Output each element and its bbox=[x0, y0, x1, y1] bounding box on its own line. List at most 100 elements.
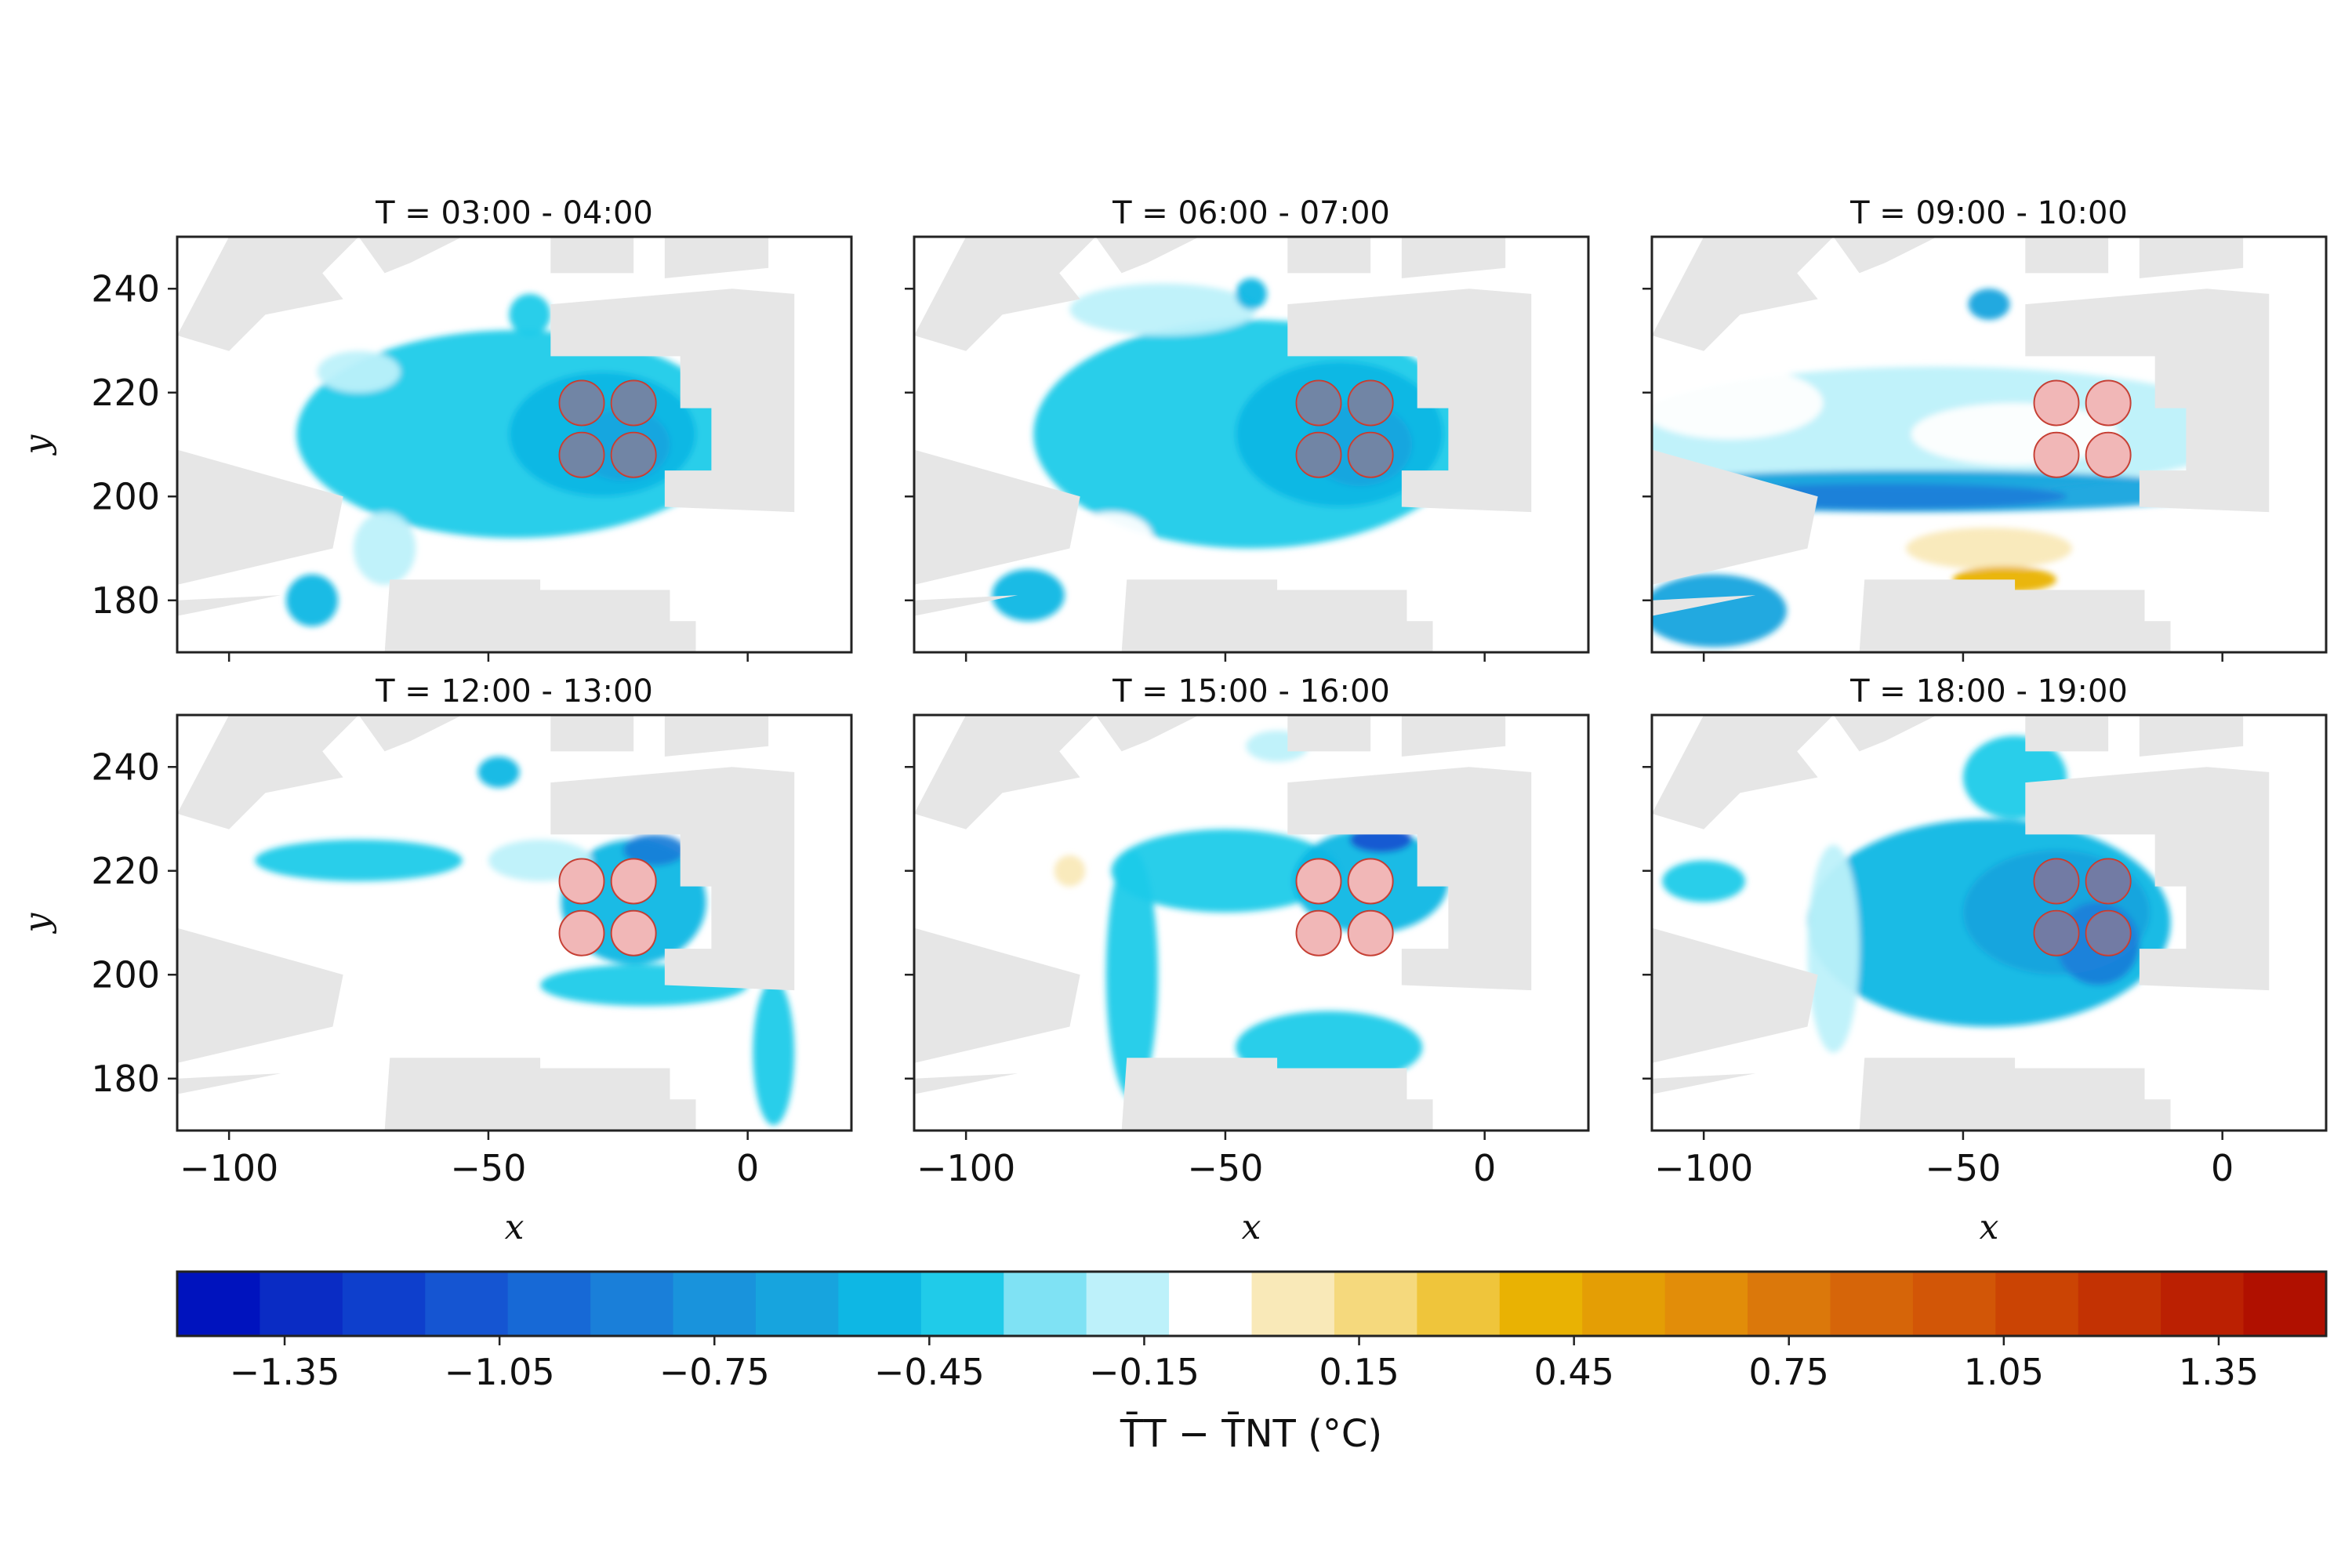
tree-overlay bbox=[1296, 380, 1341, 426]
building bbox=[1287, 237, 1371, 274]
building bbox=[358, 715, 463, 752]
colorbar-tick-label: 0.15 bbox=[1319, 1351, 1399, 1393]
field-contour bbox=[1111, 829, 1340, 913]
panel-title: T = 15:00 - 16:00 bbox=[1112, 673, 1390, 710]
building bbox=[1652, 1073, 1756, 1094]
tree-overlay bbox=[611, 858, 656, 904]
colorbar-segment bbox=[920, 1272, 1005, 1336]
field-contour bbox=[1652, 574, 1787, 648]
field-contour bbox=[317, 350, 401, 393]
building bbox=[1095, 715, 1200, 752]
building bbox=[550, 767, 795, 991]
colorbar-segment bbox=[1417, 1272, 1501, 1336]
x-tick-label: −100 bbox=[916, 1147, 1015, 1189]
tree-overlay bbox=[2085, 910, 2131, 956]
field-contour bbox=[1807, 844, 1860, 1053]
trees bbox=[2033, 858, 2132, 956]
tree-canopy bbox=[1347, 858, 1394, 905]
colorbar-segment bbox=[1582, 1272, 1666, 1336]
field-contour bbox=[1236, 278, 1267, 310]
colorbar-segment bbox=[1499, 1272, 1583, 1336]
tree-overlay bbox=[611, 380, 656, 426]
x-tick-label: −100 bbox=[180, 1147, 278, 1189]
panel-0300-0400: 180 200 220 240 bbox=[91, 235, 853, 662]
panel-title: T = 12:00 - 13:00 bbox=[375, 673, 653, 710]
tree-overlay bbox=[559, 432, 604, 477]
building bbox=[1652, 927, 1818, 1063]
panel-title: T = 09:00 - 10:00 bbox=[1849, 195, 2128, 231]
colorbar: −1.35 −1.05 −0.75 −0.45 −0.15 0.15 0.45 0.75 1.0… bbox=[176, 1270, 2328, 1393]
building bbox=[177, 1073, 281, 1094]
tree-overlay bbox=[2034, 858, 2079, 904]
colorbar-tick-label: −0.45 bbox=[874, 1351, 985, 1393]
building bbox=[914, 449, 1080, 585]
colorbar-segment bbox=[838, 1272, 922, 1336]
colorbar-tick-label: −1.35 bbox=[230, 1351, 340, 1393]
field-contour bbox=[1662, 860, 1746, 902]
panel-title: T = 18:00 - 19:00 bbox=[1849, 673, 2128, 710]
field-contour bbox=[353, 512, 416, 585]
tree-canopy bbox=[1295, 431, 1342, 478]
panel-0600-0700 bbox=[905, 235, 1590, 662]
colorbar-tick-label: 0.75 bbox=[1749, 1351, 1829, 1393]
x-tick-label: −50 bbox=[1925, 1147, 2001, 1189]
colorbar-segment bbox=[1748, 1272, 1831, 1336]
tree-overlay bbox=[1348, 380, 1393, 426]
colorbar-tick-label: −0.15 bbox=[1089, 1351, 1200, 1393]
tree-canopy bbox=[610, 858, 657, 905]
y-axis-label: y bbox=[17, 434, 57, 456]
building bbox=[2025, 767, 2270, 991]
colorbar-tick-label: −0.75 bbox=[659, 1351, 770, 1393]
field-contour bbox=[509, 293, 551, 336]
tree-canopy bbox=[1347, 431, 1394, 478]
tree-overlay bbox=[2085, 432, 2131, 477]
field-contour bbox=[1069, 283, 1257, 336]
y-tick-label: 220 bbox=[91, 372, 160, 414]
tree-overlay bbox=[559, 380, 604, 426]
buildings bbox=[914, 237, 1532, 652]
building bbox=[177, 237, 359, 351]
tree-canopy bbox=[558, 431, 605, 478]
x-tick-label: −50 bbox=[450, 1147, 526, 1189]
axes-frame bbox=[913, 235, 1590, 654]
y-axis-label: y bbox=[17, 912, 57, 934]
colorbar-segment bbox=[2243, 1272, 2327, 1336]
field-contour bbox=[753, 979, 795, 1126]
axes-frame bbox=[176, 713, 853, 1132]
building bbox=[1401, 715, 1506, 757]
building bbox=[2139, 715, 2244, 757]
buildings bbox=[914, 715, 1532, 1131]
trees bbox=[558, 858, 657, 956]
building bbox=[358, 237, 463, 274]
field-contour bbox=[477, 757, 520, 788]
tree-canopy bbox=[2085, 909, 2132, 956]
field-contour bbox=[992, 569, 1065, 622]
tree-overlay bbox=[1348, 432, 1393, 477]
building bbox=[177, 927, 343, 1063]
trees bbox=[2033, 379, 2132, 478]
colorbar-segment bbox=[755, 1272, 840, 1336]
buildings bbox=[177, 237, 795, 652]
colorbar-segment bbox=[1004, 1272, 1087, 1336]
y-tick-label: 200 bbox=[91, 475, 160, 517]
tree-canopy bbox=[1347, 909, 1394, 956]
building bbox=[550, 289, 795, 513]
tree-canopy bbox=[610, 909, 657, 956]
tree-canopy bbox=[1347, 379, 1394, 426]
tree-overlay bbox=[2034, 380, 2079, 426]
tree-overlay bbox=[1296, 858, 1341, 904]
panel-title: T = 06:00 - 07:00 bbox=[1112, 195, 1390, 231]
buildings bbox=[1652, 715, 2270, 1131]
building bbox=[1833, 715, 1937, 752]
building bbox=[2139, 237, 2244, 278]
colorbar-segment bbox=[2078, 1272, 2161, 1336]
panel-title: T = 03:00 - 04:00 bbox=[375, 195, 653, 231]
axes-frame bbox=[176, 235, 853, 654]
building bbox=[1121, 1058, 1433, 1131]
building bbox=[664, 715, 769, 757]
tree-overlay bbox=[611, 432, 656, 477]
x-axis-label: x bbox=[1242, 1207, 1261, 1247]
colorbar-segment bbox=[1169, 1272, 1253, 1336]
building bbox=[177, 595, 281, 616]
y-tick-label: 240 bbox=[91, 267, 160, 310]
